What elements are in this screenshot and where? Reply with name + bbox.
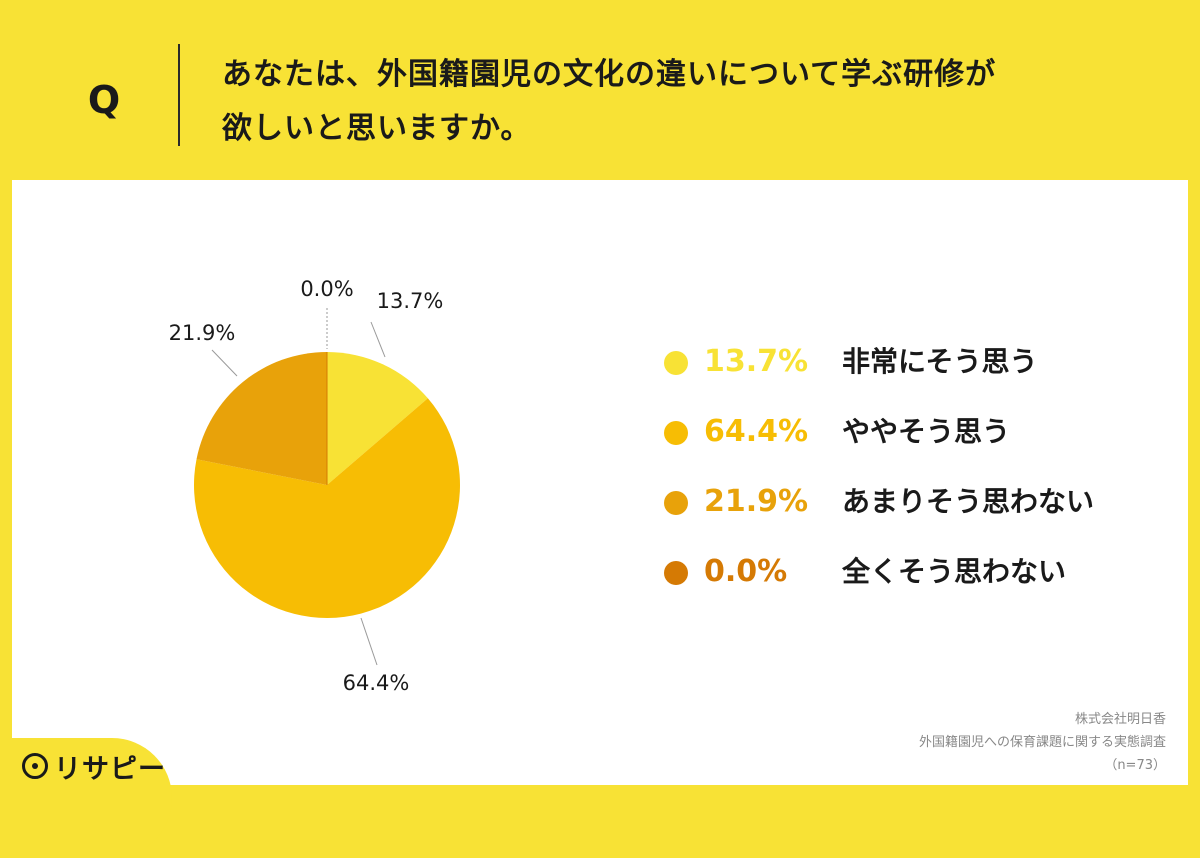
pin-icon <box>22 753 48 779</box>
leader-line-not-much <box>211 349 238 377</box>
legend-item-not-at-all: 0.0% 全くそう思わない <box>660 548 1160 618</box>
legend-pct-not-at-all: 0.0% <box>704 554 788 589</box>
legend-pct-very-much: 13.7% <box>704 344 809 379</box>
source-sample: （n=73） <box>1104 758 1166 773</box>
question-line-1: あなたは、外国籍園児の文化の違いについて学ぶ研修が <box>222 57 997 92</box>
leader-line-somewhat <box>360 617 378 666</box>
question-text: あなたは、外国籍園児の文化の違いについて学ぶ研修が 欲しいと思いますか。 <box>222 48 1142 156</box>
pie-slice-very-much <box>327 352 428 485</box>
slice-label-very-much: 13.7% <box>377 289 444 313</box>
question-line-2: 欲しいと思いますか。 <box>222 111 532 146</box>
source-company: 株式会社明日香 <box>1074 712 1166 727</box>
legend-label-not-much: あまりそう思わない <box>842 485 1095 518</box>
source-survey: 外国籍園児への保育課題に関する実態調査 <box>918 735 1166 750</box>
legend-dot-not-at-all <box>664 561 688 585</box>
pie-slice-not-much <box>196 352 327 485</box>
leader-line-very-much <box>370 321 386 358</box>
legend-pct-somewhat: 64.4% <box>704 414 809 449</box>
legend-label-not-at-all: 全くそう思わない <box>842 555 1067 588</box>
legend-dot-very-much <box>664 351 688 375</box>
slice-label-not-at-all: 0.0% <box>300 277 353 301</box>
legend-pct-not-much: 21.9% <box>704 484 809 519</box>
source-note: 株式会社明日香 外国籍園児への保育課題に関する実態調査 （n=73） <box>919 708 1166 777</box>
legend: 13.7% 非常にそう思う 64.4% ややそう思う 21.9% あまりそう思わ… <box>660 338 1160 618</box>
legend-item-somewhat: 64.4% ややそう思う <box>660 408 1160 478</box>
logo-text: リサピー <box>54 753 166 785</box>
pie-chart: 13.7% 64.4% 21.9% 0.0% <box>169 277 460 695</box>
pie-slice-somewhat <box>193 398 460 619</box>
slice-label-somewhat: 64.4% <box>343 671 410 695</box>
header: Q あなたは、外国籍園児の文化の違いについて学ぶ研修が 欲しいと思いますか。 <box>0 0 1200 180</box>
slice-label-not-much: 21.9% <box>169 321 236 345</box>
q-divider <box>178 44 180 146</box>
legend-label-very-much: 非常にそう思う <box>842 345 1038 378</box>
legend-dot-somewhat <box>664 421 688 445</box>
legend-label-somewhat: ややそう思う <box>842 415 1011 448</box>
logo: リサピー <box>22 748 166 785</box>
legend-dot-not-much <box>664 491 688 515</box>
legend-item-very-much: 13.7% 非常にそう思う <box>660 338 1160 408</box>
legend-item-not-much: 21.9% あまりそう思わない <box>660 478 1160 548</box>
q-mark: Q <box>87 78 121 122</box>
